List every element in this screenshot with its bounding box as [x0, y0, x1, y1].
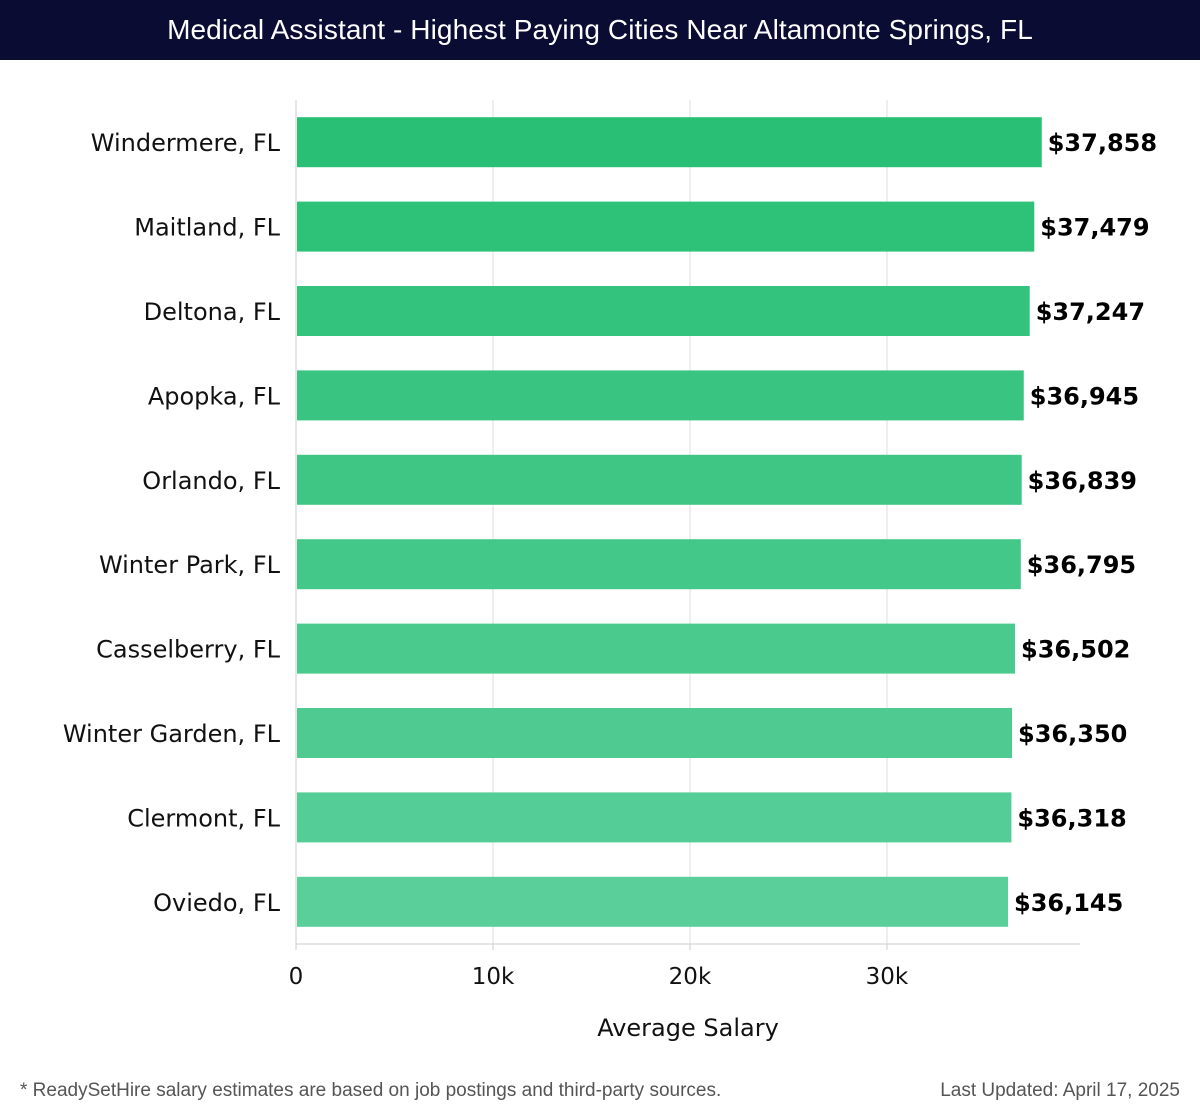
chart-title: Medical Assistant - Highest Paying Citie… [167, 14, 1033, 45]
bar [297, 876, 1009, 927]
category-label: Apopka, FL [148, 382, 281, 410]
bar [297, 117, 1042, 168]
value-label: $36,318 [1017, 804, 1126, 832]
category-label: Casselberry, FL [96, 636, 280, 664]
x-tick-label: 10k [472, 964, 515, 990]
bar [297, 201, 1035, 252]
category-label: Windermere, FL [91, 129, 281, 157]
x-tick-label: 20k [669, 964, 712, 990]
category-label: Winter Garden, FL [63, 720, 281, 748]
category-label: Clermont, FL [127, 804, 280, 832]
bar [297, 623, 1016, 674]
value-label: $36,839 [1028, 467, 1137, 495]
header-bar: Medical Assistant - Highest Paying Citie… [0, 0, 1200, 60]
category-label: Deltona, FL [144, 298, 281, 326]
value-label: $36,145 [1014, 889, 1123, 917]
value-label: $37,858 [1048, 129, 1157, 157]
category-label: Winter Park, FL [99, 551, 281, 579]
value-label: $37,247 [1036, 298, 1145, 326]
value-label: $36,945 [1030, 382, 1139, 410]
bar [297, 454, 1022, 505]
footer-last-updated: Last Updated: April 17, 2025 [940, 1080, 1180, 1101]
value-label: $37,479 [1040, 214, 1149, 242]
value-label: $36,350 [1018, 720, 1127, 748]
bar [297, 370, 1024, 421]
category-label: Maitland, FL [134, 214, 280, 242]
bar [297, 708, 1013, 758]
x-tick-label: 30k [866, 964, 909, 990]
category-label: Oviedo, FL [153, 889, 281, 917]
bar [297, 539, 1021, 590]
x-tick-label: 0 [289, 964, 304, 990]
x-axis-title: Average Salary [597, 1014, 779, 1042]
category-label: Orlando, FL [142, 467, 280, 495]
value-label: $36,502 [1021, 636, 1130, 664]
value-label: $36,795 [1027, 551, 1136, 579]
footer-note: * ReadySetHire salary estimates are base… [20, 1080, 722, 1101]
bar [297, 286, 1030, 336]
salary-bar-chart: Windermere, FL $37,858 Maitland, FL $37,479… [63, 100, 1157, 1042]
bar [297, 792, 1012, 843]
